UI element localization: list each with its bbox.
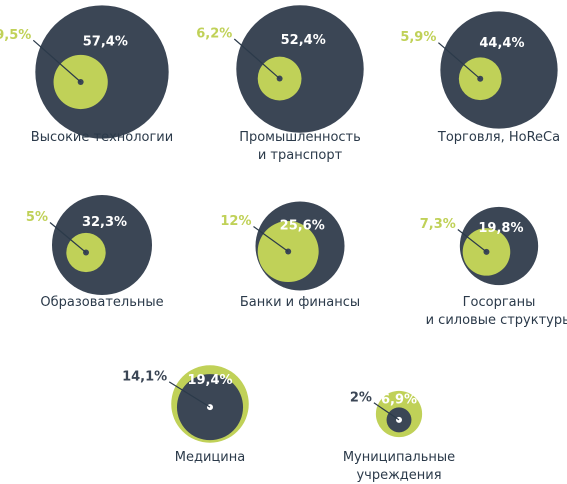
leader-line	[32, 39, 82, 83]
circle-group: 19,4% 14,1% Медицина	[122, 365, 249, 465]
category-label: Муниципальные	[343, 450, 455, 465]
category-label: и транспорт	[258, 148, 343, 163]
inner-value-label: 7,3%	[420, 217, 456, 232]
leader-line	[373, 402, 400, 421]
category-label: учреждения	[356, 468, 441, 483]
inner-value-label: 9,5%	[0, 28, 31, 43]
circle-group: 52,4% 6,2% Промышленность и транспорт	[196, 5, 364, 163]
category-label: Промышленность	[239, 130, 361, 145]
leader-line	[168, 381, 211, 408]
inner-value-label: 2%	[350, 390, 372, 405]
category-label: Медицина	[175, 450, 245, 465]
circle-group: 57,4% 9,5% Высокие технологии	[0, 5, 173, 145]
inner-value-label: 5%	[26, 210, 48, 225]
leader-line	[457, 229, 487, 253]
circle-group: 25,6% 12% Банки и финансы	[220, 201, 360, 310]
outer-value-label: 25,6%	[280, 219, 325, 234]
inner-value-label: 5,9%	[400, 30, 436, 45]
category-label: Высокие технологии	[31, 130, 173, 145]
category-label: и силовые структуры	[426, 313, 567, 328]
circle-group: 44,4% 5,9% Торговля, HoReCa	[400, 11, 560, 145]
category-label: Банки и финансы	[240, 295, 360, 310]
outer-circle	[236, 5, 364, 133]
circle-group: 6,9% 2% Муниципальные учреждения	[343, 390, 455, 483]
category-label: Торговля, HoReCa	[437, 130, 560, 145]
circle-group: 19,8% 7,3% Госорганы и силовые структуры	[420, 206, 567, 328]
outer-value-label: 32,3%	[82, 215, 127, 230]
marker-dot	[207, 404, 213, 411]
circle-group: 32,3% 5% Образовательные	[26, 194, 164, 310]
outer-value-label: 6,9%	[381, 393, 417, 408]
outer-value-label: 44,4%	[479, 36, 524, 51]
inner-value-label: 14,1%	[122, 369, 167, 384]
leader-line	[233, 38, 280, 80]
inner-value-label: 12%	[220, 214, 251, 229]
inner-value-label: 6,2%	[196, 27, 232, 42]
outer-value-label: 19,8%	[478, 221, 523, 236]
leader-line	[438, 42, 481, 80]
outer-value-label: 52,4%	[281, 33, 326, 48]
outer-value-label: 57,4%	[83, 35, 128, 50]
category-label: Госорганы	[463, 295, 536, 310]
leader-line	[49, 222, 87, 253]
outer-value-label: 19,4%	[187, 373, 232, 388]
category-label: Образовательные	[40, 295, 163, 310]
leader-line	[253, 226, 289, 252]
